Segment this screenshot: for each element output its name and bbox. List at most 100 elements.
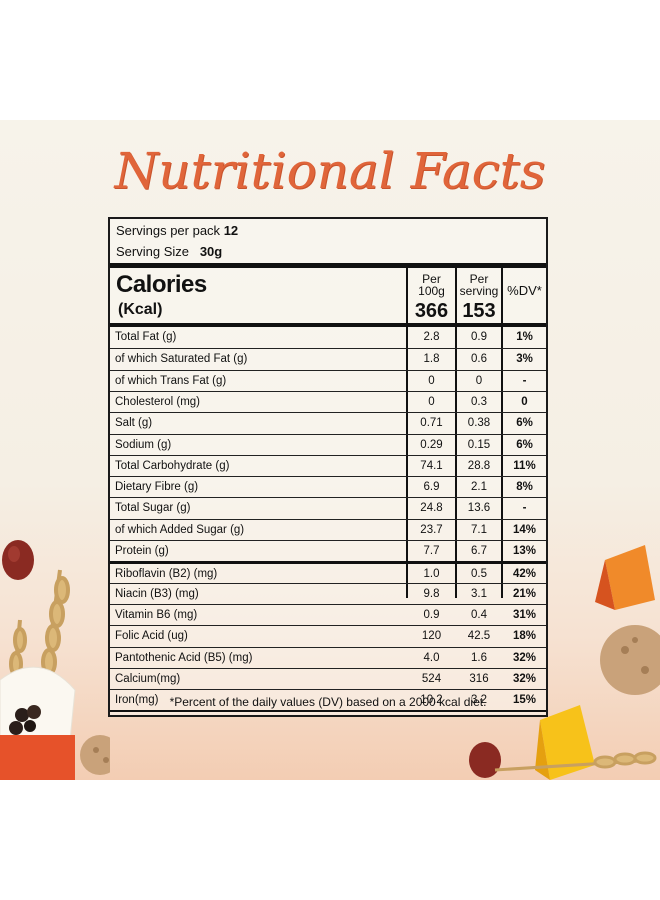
per-100g-header-line1: Per — [422, 272, 441, 286]
nutrient-name: Folic Acid (ug) — [115, 630, 188, 643]
table-bottom-divider — [110, 710, 546, 713]
per-serving-value: 13.6 — [467, 502, 491, 515]
per-serving-value: 7.1 — [471, 523, 487, 536]
per-100g-value: 0 — [428, 374, 435, 387]
per-100g-value: 9.8 — [423, 587, 440, 600]
footnote: *Percent of the daily values (DV) based … — [169, 695, 487, 709]
daily-value-percent: - — [522, 374, 527, 387]
table-row: of which Added Sugar (g) 23.7 7.1 14% — [110, 518, 546, 540]
serving-size-value: 30g — [199, 244, 223, 259]
serving-size-label: Serving Size — [116, 244, 189, 259]
nutrient-name: Total Carbohydrate (g) — [115, 459, 230, 472]
table-row: Salt (g) 0.71 0.38 6% — [110, 412, 546, 433]
serving-size: Serving Size 30g — [116, 244, 222, 259]
nutrient-name: Calcium(mg) — [115, 672, 181, 685]
nutrition-panel: Nutritional Facts Servings per pack 12 S… — [0, 120, 660, 780]
daily-value-percent: 3% — [516, 353, 533, 366]
daily-value-percent: 8% — [516, 481, 533, 494]
per-serving-value: 0.9 — [471, 331, 487, 343]
per-serving-value: 0.38 — [467, 417, 491, 430]
per-serving-value: 1.6 — [471, 651, 487, 664]
per-100g-value: 0.29 — [420, 438, 443, 451]
calories-per-100g: 366 — [414, 300, 449, 322]
thick-divider — [110, 323, 546, 327]
per-100g-header-line2: 100g — [418, 284, 445, 298]
per-serving-value: 3.1 — [471, 587, 487, 600]
per-serving-value: 42.5 — [467, 630, 491, 643]
per-100g-value: 4.0 — [423, 651, 440, 664]
kcal-label: (Kcal) — [118, 301, 163, 318]
breakfast-ingredients-illustration-left — [0, 540, 110, 780]
per-100g-value: 2.8 — [423, 331, 440, 343]
nutrient-name: Niacin (B3) (mg) — [115, 587, 199, 600]
column-divider — [501, 268, 503, 598]
table-row: Riboflavin (B2) (mg) 1.0 0.5 42% — [110, 561, 546, 582]
per-100g-value: 6.9 — [423, 481, 440, 494]
table-row: Iron(mg) 10.2 3.2 15% — [110, 689, 546, 710]
per-100g-value: 524 — [421, 672, 442, 685]
per-serving-value: 0.15 — [467, 438, 491, 451]
per-serving-value: 28.8 — [467, 459, 491, 472]
daily-value-percent: 42% — [512, 568, 537, 581]
nutrient-name: Pantothenic Acid (B5) (mg) — [115, 651, 253, 664]
column-divider — [455, 268, 457, 598]
calories-label: Calories — [116, 271, 207, 298]
per-serving-header-line1: Per — [469, 272, 489, 286]
per-100g-value: 10.2 — [420, 694, 443, 707]
servings-per-pack-value: 12 — [223, 223, 239, 238]
table-row: Total Carbohydrate (g) 74.1 28.8 11% — [110, 454, 546, 476]
daily-value-percent: 0 — [521, 395, 528, 408]
table-row: Cholesterol (mg) 0 0.3 0 — [110, 390, 546, 412]
per-100g-value: 120 — [421, 630, 442, 643]
per-100g-value: 0.9 — [423, 608, 440, 621]
table-row: Folic Acid (ug) 120 42.5 18% — [110, 625, 546, 646]
nutrient-name: Sodium (g) — [115, 438, 172, 451]
per-serving-value: 0.6 — [471, 353, 487, 366]
nutrition-label: Servings per pack 12 Serving Size 30g Ca… — [108, 217, 548, 717]
daily-value-percent: 18% — [512, 630, 537, 643]
per-serving-value: 2.1 — [471, 481, 487, 494]
table-row: Sodium (g) 0.29 0.15 6% — [110, 433, 546, 455]
table-row: Dietary Fibre (g) 6.9 2.1 8% — [110, 476, 546, 497]
per-100g-value: 0.71 — [420, 417, 443, 430]
breakfast-ingredients-illustration-right — [469, 545, 660, 780]
nutrient-name: of which Saturated Fat (g) — [115, 353, 248, 366]
table-row: Niacin (B3) (mg) 9.8 3.1 21% — [110, 582, 546, 604]
nutrient-name: Salt (g) — [115, 417, 153, 430]
nutrient-name: Dietary Fibre (g) — [115, 481, 199, 494]
table-row: of which Saturated Fat (g) 1.8 0.6 3% — [110, 348, 546, 369]
per-100g-value: 0 — [428, 395, 435, 408]
per-100g-value: 7.7 — [423, 545, 440, 557]
thick-divider — [110, 263, 546, 268]
per-100g-value: 24.8 — [420, 502, 443, 515]
per-100g-value: 1.8 — [423, 353, 440, 366]
per-serving-value: 0.4 — [471, 608, 487, 621]
nutrient-name: of which Trans Fat (g) — [115, 374, 227, 387]
table-row: Vitamin B6 (mg) 0.9 0.4 31% — [110, 603, 546, 625]
daily-value-percent: 15% — [512, 694, 537, 707]
per-serving-value: 6.7 — [471, 545, 487, 557]
table-row: Pantothenic Acid (B5) (mg) 4.0 1.6 32% — [110, 646, 546, 668]
daily-value-percent: 32% — [512, 672, 537, 685]
daily-value-percent: 31% — [512, 608, 537, 621]
nutrient-name: Total Fat (g) — [115, 331, 177, 343]
servings-per-pack: Servings per pack 12 — [116, 223, 238, 238]
table-row: Calcium(mg) 524 316 32% — [110, 667, 546, 689]
nutrient-name: Iron(mg) — [115, 694, 159, 707]
per-serving-value: 3.2 — [471, 694, 487, 707]
per-100g-value: 23.7 — [420, 523, 443, 536]
per-serving-header-line2: serving — [459, 284, 499, 298]
nutrient-name: Protein (g) — [115, 545, 169, 557]
daily-value-percent: - — [522, 502, 527, 515]
daily-value-percent: 6% — [516, 417, 533, 430]
per-serving-value: 0.5 — [471, 568, 487, 581]
nutrient-name: Riboflavin (B2) (mg) — [115, 568, 218, 581]
nutrient-name: Total Sugar (g) — [115, 502, 191, 515]
daily-value-percent: 11% — [513, 459, 536, 472]
table-row: Total Fat (g) 2.8 0.9 1% — [110, 327, 546, 348]
daily-value-percent: 32% — [512, 651, 537, 664]
table-row: Protein (g) 7.7 6.7 13% — [110, 540, 546, 561]
servings-per-pack-label: Servings per pack — [116, 223, 221, 238]
daily-value-percent: 21% — [512, 587, 537, 600]
nutrient-name: Cholesterol (mg) — [115, 395, 200, 408]
